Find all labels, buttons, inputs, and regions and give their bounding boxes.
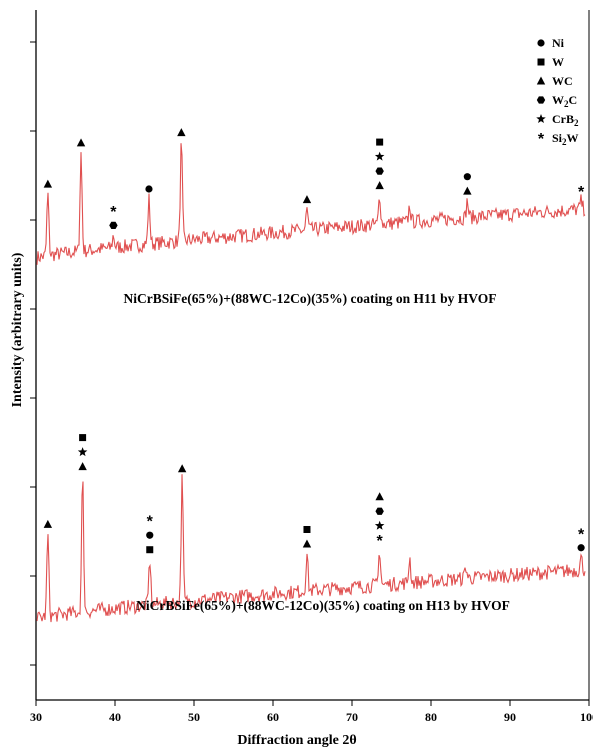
asterisk-legend-marker: * [538,131,545,148]
circle-marker [463,173,471,181]
asterisk-marker: * [377,533,384,550]
triangle-marker [177,128,186,137]
svg-text:*: * [578,184,585,201]
marker-layer: * * * * * [43,128,585,554]
x-tick-label: 40 [109,710,121,724]
triangle-marker [78,462,87,471]
legend-label: WC [552,74,573,88]
legend-label: Ni [552,36,565,50]
x-tick-label: 100 [580,710,593,724]
hexagon-marker [375,167,384,175]
svg-text:*: * [578,526,585,543]
asterisk-marker: * [147,514,154,531]
triangle-marker [76,138,86,147]
series-caption-h13: NiCrBSiFe(65%)+(88WC-12Co)(35%) coating … [136,598,510,613]
series-layer [36,143,586,623]
svg-text:*: * [377,533,384,550]
square-marker [146,546,154,554]
legend-label: W [552,55,564,69]
triangle-marker [302,195,312,204]
x-tick-label: 80 [425,710,437,724]
triangle-marker [177,464,187,473]
square-marker [79,434,87,442]
y-ticks [30,41,36,666]
plot-frame [30,10,590,701]
legend-item: CrB2 [536,112,579,128]
x-tick-label: 90 [504,710,516,724]
legend-item: Ni [537,36,565,50]
star-legend-marker [536,114,546,124]
legend-item: * Si2W [538,131,579,148]
triangle-marker [43,179,53,188]
square-marker [376,138,384,146]
circle-marker [146,531,154,539]
legend-item: WC [536,74,573,88]
triangle-marker [463,186,472,195]
x-ticks: 30 40 50 60 70 80 90 100 [30,700,593,724]
star-marker [77,447,88,457]
circle-marker [145,185,153,193]
asterisk-marker: * [110,204,117,221]
star-marker [374,151,385,161]
y-axis-title: Intensity (arbitrary units) [10,252,25,407]
triangle-marker [302,539,312,548]
legend-item: W [537,55,564,69]
circle-legend-marker [537,39,545,47]
svg-text:*: * [110,204,117,221]
circle-marker [577,544,585,552]
legend-label: W2C [552,93,577,109]
star-marker [374,520,385,530]
caption-layer: NiCrBSiFe(65%)+(88WC-12Co)(35%) coating … [123,291,509,613]
x-axis-title: Diffraction angle 2θ [237,733,356,748]
legend-label: CrB2 [552,112,579,128]
hexagon-legend-marker [536,96,546,104]
legend-label: Si2W [552,131,579,147]
x-tick-label: 50 [188,710,200,724]
triangle-marker [375,181,384,190]
triangle-legend-marker [536,76,546,85]
series-caption-h11: NiCrBSiFe(65%)+(88WC-12Co)(35%) coating … [123,291,496,306]
xrd-series-line [36,143,586,265]
square-legend-marker [537,58,545,66]
hexagon-marker [109,221,118,230]
legend-item: W2C [536,93,577,109]
triangle-marker [375,492,384,501]
x-tick-label: 30 [30,710,42,724]
svg-text:*: * [538,131,545,148]
square-marker [303,525,311,533]
x-tick-label: 70 [346,710,358,724]
x-tick-label: 60 [267,710,279,724]
xrd-series-line [36,474,586,623]
svg-text:*: * [147,514,154,531]
asterisk-marker: * [578,184,585,201]
asterisk-marker: * [578,526,585,543]
hexagon-marker [375,507,384,515]
triangle-marker [43,519,53,528]
legend: Ni W WC W2C CrB2 * Si2W [536,36,579,148]
